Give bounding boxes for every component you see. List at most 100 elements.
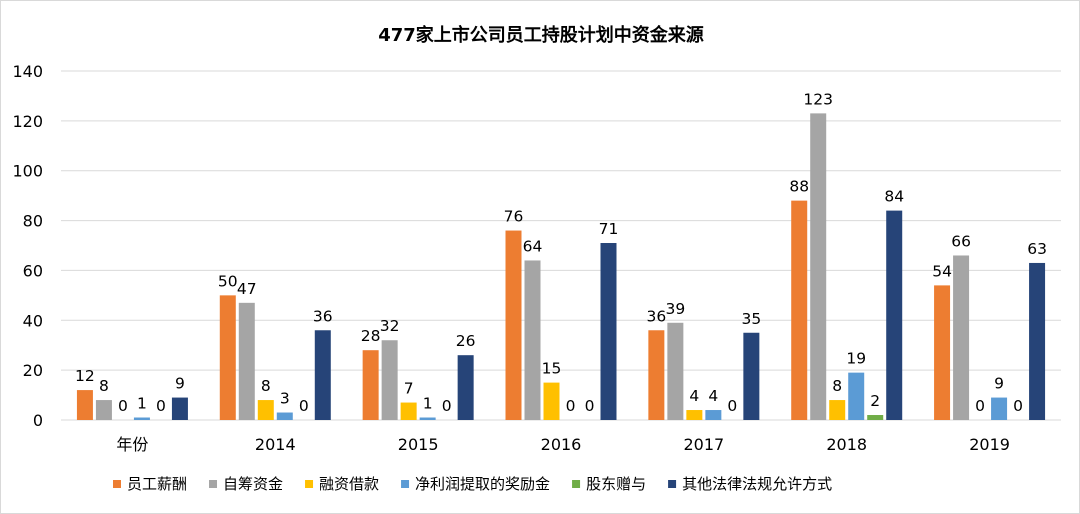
legend-label: 净利润提取的奖励金 bbox=[415, 475, 550, 493]
data-label: 4 bbox=[689, 387, 699, 405]
bar bbox=[276, 412, 293, 420]
bar bbox=[219, 295, 236, 420]
data-label: 76 bbox=[504, 208, 524, 226]
data-label: 84 bbox=[884, 188, 904, 206]
category-label: 2014 bbox=[255, 435, 296, 454]
bar bbox=[848, 372, 865, 420]
bar bbox=[953, 255, 970, 420]
data-label: 54 bbox=[932, 262, 952, 280]
y-tick-label: 140 bbox=[12, 62, 43, 81]
bar bbox=[524, 260, 541, 420]
data-label: 71 bbox=[599, 220, 619, 238]
data-label: 63 bbox=[1027, 240, 1047, 258]
legend-label: 股东赠与 bbox=[586, 475, 646, 493]
data-label: 9 bbox=[994, 375, 1004, 393]
bar bbox=[381, 340, 398, 420]
data-label: 32 bbox=[380, 317, 400, 335]
data-label: 0 bbox=[156, 397, 166, 415]
legend-swatch bbox=[113, 480, 121, 488]
y-tick-label: 100 bbox=[12, 162, 43, 181]
data-label: 4 bbox=[708, 387, 718, 405]
data-label: 0 bbox=[975, 397, 985, 415]
data-label: 9 bbox=[175, 375, 185, 393]
data-label: 19 bbox=[846, 350, 866, 368]
bar bbox=[257, 400, 274, 420]
bar bbox=[867, 415, 884, 420]
data-label: 1 bbox=[423, 395, 433, 413]
data-label: 88 bbox=[789, 178, 809, 196]
data-label: 2 bbox=[870, 392, 880, 410]
bar bbox=[457, 355, 474, 420]
data-label: 35 bbox=[741, 310, 761, 328]
data-label: 64 bbox=[523, 237, 543, 255]
data-label: 39 bbox=[665, 300, 685, 318]
data-label: 3 bbox=[280, 390, 290, 408]
y-tick-label: 120 bbox=[12, 112, 43, 131]
data-label: 8 bbox=[261, 377, 271, 395]
bar bbox=[314, 330, 331, 420]
bar bbox=[543, 382, 560, 420]
data-label: 47 bbox=[237, 280, 257, 298]
data-label: 36 bbox=[646, 307, 666, 325]
data-label: 1 bbox=[137, 395, 147, 413]
bar bbox=[400, 402, 417, 420]
data-label: 0 bbox=[585, 397, 595, 415]
legend-swatch bbox=[305, 480, 314, 488]
data-label: 28 bbox=[361, 327, 381, 345]
bar bbox=[705, 410, 722, 420]
y-tick-label: 20 bbox=[23, 361, 43, 380]
category-label: 2016 bbox=[541, 435, 582, 454]
bar bbox=[686, 410, 703, 420]
legend-swatch bbox=[209, 480, 218, 488]
data-label: 15 bbox=[542, 360, 562, 378]
data-label: 50 bbox=[218, 272, 238, 290]
data-label: 8 bbox=[832, 377, 842, 395]
bars bbox=[76, 113, 1046, 420]
bar bbox=[76, 390, 93, 420]
data-label: 0 bbox=[1013, 397, 1023, 415]
legend-label: 员工薪酬 bbox=[127, 475, 187, 493]
y-tick-label: 40 bbox=[23, 311, 43, 330]
category-label: 2018 bbox=[826, 435, 867, 454]
chart-title: 477家上市公司员工持股计划中资金来源 bbox=[378, 24, 704, 46]
data-label: 66 bbox=[951, 232, 971, 250]
bar bbox=[600, 243, 617, 420]
bar bbox=[648, 330, 665, 420]
data-label: 26 bbox=[456, 332, 476, 350]
category-label: 年份 bbox=[116, 435, 148, 454]
bar bbox=[991, 397, 1008, 420]
legend-swatch bbox=[572, 480, 581, 488]
bar bbox=[743, 332, 760, 420]
bar bbox=[829, 400, 846, 420]
bar bbox=[505, 230, 522, 420]
legend-label: 自筹资金 bbox=[223, 475, 283, 493]
bar bbox=[886, 210, 903, 420]
bar bbox=[667, 322, 684, 420]
category-label: 2019 bbox=[969, 435, 1010, 454]
legend-label: 融资借款 bbox=[319, 475, 379, 493]
legend-label: 其他法律法规允许方式 bbox=[682, 475, 832, 493]
data-label: 0 bbox=[727, 397, 737, 415]
y-axis-ticks: 0 20 40 60 80 100 120 140 bbox=[12, 62, 43, 430]
legend-swatch bbox=[668, 480, 677, 488]
category-label: 2017 bbox=[683, 435, 724, 454]
data-label: 0 bbox=[566, 397, 576, 415]
legend-swatch bbox=[401, 480, 410, 488]
y-tick-label: 0 bbox=[33, 411, 43, 430]
data-label: 8 bbox=[99, 377, 109, 395]
data-label: 0 bbox=[299, 397, 309, 415]
bar bbox=[1029, 262, 1046, 420]
bar bbox=[133, 417, 150, 420]
bar bbox=[95, 400, 112, 420]
y-tick-label: 60 bbox=[23, 261, 43, 280]
data-label: 7 bbox=[404, 380, 414, 398]
data-label: 0 bbox=[118, 397, 128, 415]
category-label: 2015 bbox=[398, 435, 439, 454]
bar bbox=[810, 113, 827, 420]
bar bbox=[362, 350, 379, 420]
data-label: 12 bbox=[75, 367, 95, 385]
legend: 员工薪酬 自筹资金 融资借款 净利润提取的奖励金 股东赠与 其他法律法规允许方式 bbox=[113, 475, 832, 493]
